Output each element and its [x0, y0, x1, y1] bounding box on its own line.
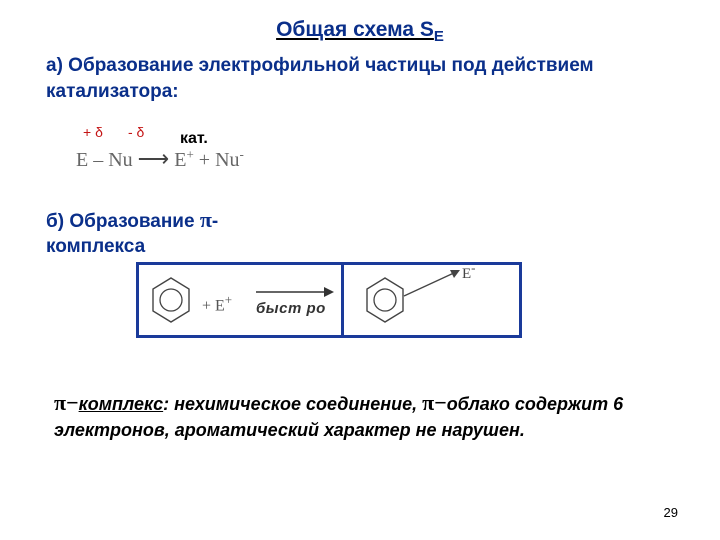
plus-e-label: + E+: [202, 292, 232, 315]
section-b-line2: комплекса: [46, 236, 145, 257]
equation-nu: Nu: [215, 149, 239, 171]
e-out-sup: -: [471, 260, 475, 275]
e-connection-arrow: [402, 266, 464, 305]
delta-minus: - δ: [128, 124, 144, 140]
def-underlined: комплекс: [79, 394, 164, 414]
delta-plus: + δ: [83, 124, 103, 140]
equation-body: E – Nu ⟶ E+ + Nu-: [76, 146, 244, 172]
equation-plus: +: [194, 149, 215, 171]
e-out-text: E: [462, 266, 471, 282]
section-a-text: а) Образование электрофильной частицы по…: [46, 55, 594, 102]
pi-symbol: π: [200, 207, 212, 232]
def-pi1: π−: [54, 390, 79, 415]
equation-arrow: ⟶: [138, 146, 170, 171]
plus-e-text: + E: [202, 297, 225, 314]
def-mid: : нехимическое соединение,: [163, 394, 422, 414]
def-pi2: π−: [422, 390, 447, 415]
benzene-ring-left: [148, 276, 194, 322]
pi-complex-definition: π−комплекс: нехимическое соединение, π−о…: [54, 388, 644, 442]
equation-nu-sup: -: [240, 147, 244, 162]
section-b-line1: б) Образование: [46, 211, 200, 232]
e-out-label: E-: [462, 260, 476, 283]
equation-left: E – Nu: [76, 149, 133, 171]
section-b-heading: б) Образование π- комплекса: [46, 206, 674, 259]
section-b-dash: -: [212, 211, 218, 232]
equation-e: E: [174, 149, 186, 171]
fast-label: быст ро: [256, 300, 326, 317]
title-subscript: E: [434, 28, 444, 45]
equation-e-sup: +: [186, 147, 193, 162]
title-main: Общая схема S: [276, 18, 434, 41]
plus-e-sup: +: [225, 292, 232, 307]
equation: + δ - δ кат. E – Nu ⟶ E+ + Nu-: [76, 124, 674, 182]
fast-arrow: быст ро: [256, 284, 334, 314]
page-title: Общая схема SE: [46, 18, 674, 45]
pi-complex-diagram: + E+ быст ро E-: [136, 262, 526, 346]
section-a-heading: а) Образование электрофильной частицы по…: [46, 53, 674, 104]
page-number: 29: [664, 505, 678, 520]
